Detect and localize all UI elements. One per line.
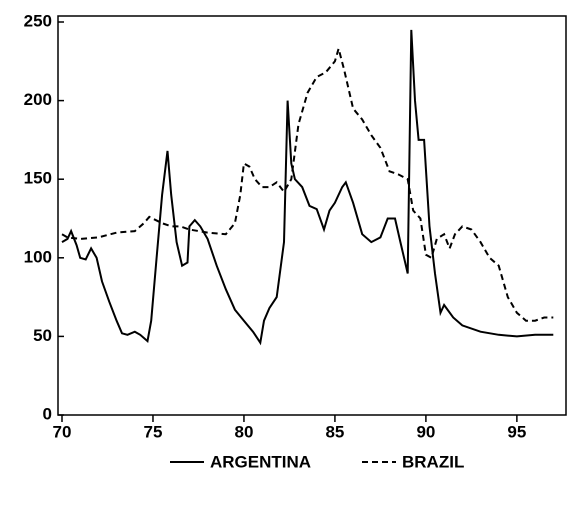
legend-label: BRAZIL xyxy=(402,452,464,471)
legend-label: ARGENTINA xyxy=(210,452,311,471)
x-tick-label: 75 xyxy=(144,422,163,441)
y-tick-label: 200 xyxy=(24,90,52,109)
x-tick-label: 85 xyxy=(325,422,344,441)
y-tick-label: 250 xyxy=(24,11,52,30)
x-tick-label: 80 xyxy=(234,422,253,441)
plot-frame xyxy=(57,15,567,416)
x-tick-label: 90 xyxy=(416,422,435,441)
series-line xyxy=(61,29,554,346)
y-tick-label: 50 xyxy=(33,326,52,345)
y-tick-label: 0 xyxy=(43,404,52,423)
y-tick-label: 150 xyxy=(24,169,52,188)
x-tick-label: 95 xyxy=(507,422,526,441)
series-line xyxy=(61,44,554,322)
x-tick-label: 70 xyxy=(53,422,72,441)
y-tick-label: 100 xyxy=(24,247,52,266)
